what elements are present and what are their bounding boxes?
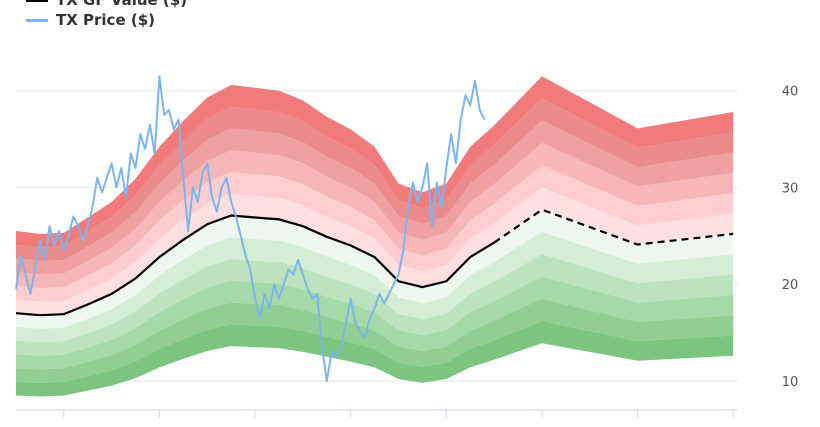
band-upper-4 bbox=[16, 120, 734, 275]
band-upper-3 bbox=[16, 143, 734, 289]
legend-swatch-gf-value bbox=[26, 0, 48, 2]
band-lower-5 bbox=[16, 298, 734, 383]
band-lower-1 bbox=[16, 209, 734, 329]
series-line-price bbox=[15, 75, 486, 382]
band-lower-4 bbox=[16, 276, 734, 370]
y-tick-label-40: 40 bbox=[782, 85, 799, 100]
legend-swatch-price bbox=[26, 18, 48, 22]
band-lower-3 bbox=[16, 254, 734, 356]
band-lower-6 bbox=[16, 321, 734, 397]
legend-item-gf-value[interactable]: TX GF Value ($) bbox=[26, 0, 187, 10]
legend: TX GF Value ($) TX Price ($) bbox=[26, 0, 187, 30]
legend-label-gf-value: TX GF Value ($) bbox=[56, 0, 188, 9]
y-tick-label-20: 20 bbox=[782, 278, 799, 293]
band-upper-5 bbox=[16, 98, 734, 262]
legend-label-price: TX Price ($) bbox=[56, 11, 155, 29]
y-tick-label-30: 30 bbox=[782, 181, 799, 196]
band-upper-2 bbox=[16, 165, 734, 302]
y-tick-label-10: 10 bbox=[782, 375, 799, 390]
band-upper-1 bbox=[16, 187, 734, 316]
band-lower-2 bbox=[16, 232, 734, 343]
legend-item-price[interactable]: TX Price ($) bbox=[26, 10, 187, 30]
series-line-gf-value bbox=[15, 214, 495, 317]
band-upper-6 bbox=[16, 76, 734, 248]
series-line-gf-value-projection bbox=[493, 208, 734, 246]
